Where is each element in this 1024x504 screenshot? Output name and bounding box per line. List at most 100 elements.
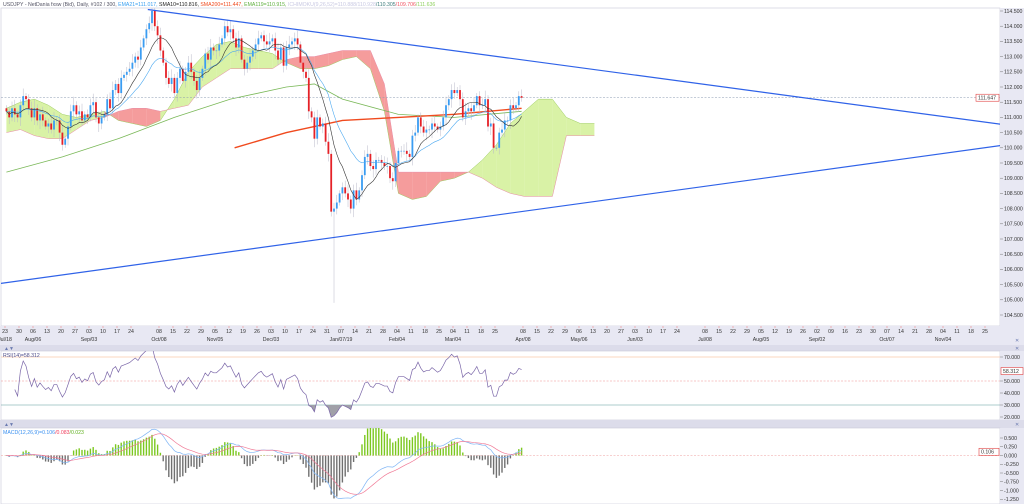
ichimoku-cloud-bearish <box>412 172 427 200</box>
candle-down <box>369 153 372 167</box>
candle-up <box>111 90 114 109</box>
ichimoku-cloud-bearish <box>342 50 357 60</box>
macd-histogram-bar-positive <box>462 452 464 456</box>
x-month-label: Jun/03 <box>627 337 643 343</box>
macd-histogram-bar-negative <box>36 455 38 458</box>
candle-down <box>520 96 523 98</box>
candle-down <box>195 80 198 91</box>
x-month-label: Sep/02 <box>809 337 826 343</box>
macd-histogram-bar-negative <box>162 455 164 462</box>
x-tick-label: 03 <box>268 329 274 335</box>
candle-down <box>265 41 268 45</box>
candle-up <box>19 105 22 118</box>
candle-down <box>433 123 436 127</box>
x-tick-label: 29 <box>198 329 204 335</box>
candle-down <box>167 77 170 84</box>
candle-down <box>324 123 327 142</box>
candle-up <box>120 77 123 94</box>
candle-up <box>293 38 296 42</box>
candle-down <box>207 53 209 60</box>
price-axis[interactable] <box>1000 8 1024 326</box>
macd-axis-labels: 0.500 0.250 0.000 -0.250 -0.500 -0.750 -1.000 -… <box>1000 436 1019 503</box>
candle-down <box>13 108 16 115</box>
candle-down <box>232 29 235 39</box>
candle-up <box>431 123 433 130</box>
time-axis[interactable] <box>0 326 1024 345</box>
macd-histogram-bar-positive <box>448 443 450 456</box>
candle-up <box>400 150 403 152</box>
ichimoku-legend-c: /109.706 <box>396 2 416 8</box>
macd-histogram-bar-positive <box>235 450 237 456</box>
candle-up <box>316 117 319 139</box>
ichimoku-cloud-bullish <box>216 41 231 78</box>
y-tick-label: 110.500 <box>1004 130 1022 136</box>
x-tick-label: 30 <box>16 329 22 335</box>
candle-down <box>282 47 285 66</box>
macd-histogram-bar-positive <box>406 437 408 456</box>
scroll-arrows-icon[interactable]: ▲▼ <box>4 422 14 428</box>
macd-histogram-bar-positive <box>137 441 139 456</box>
x-tick-label: 13 <box>590 329 596 335</box>
macd-histogram-bar-negative <box>492 455 495 475</box>
x-tick-label: 17 <box>660 329 666 335</box>
macd-histogram-bar-positive <box>366 428 369 456</box>
x-month-label: Sep/03 <box>81 337 98 343</box>
macd-tick-label: 0.000 <box>1004 453 1017 459</box>
macd-legend-signal: /0.083 <box>55 430 70 436</box>
x-month-label: Jul/08 <box>698 337 712 343</box>
candle-up <box>394 163 397 182</box>
sma10-line <box>6 37 522 200</box>
macd-histogram-bar-positive <box>403 436 405 456</box>
close-pane-icon[interactable]: ✕ <box>1015 346 1019 352</box>
macd-histogram-bar-positive <box>442 448 444 456</box>
candle-up <box>473 105 475 112</box>
x-tick-label: 05 <box>212 329 218 335</box>
macd-histogram-bar-positive <box>263 454 265 456</box>
candle-up <box>352 190 355 209</box>
x-tick-label: 27 <box>618 329 624 335</box>
candle-up <box>92 102 95 106</box>
macd-histogram-bar-negative <box>165 455 167 471</box>
candle-up <box>103 114 106 118</box>
macd-histogram-bar-negative <box>498 455 500 476</box>
close-pane-icon[interactable]: ✕ <box>1015 338 1019 344</box>
macd-histogram-bar-positive <box>383 431 386 456</box>
close-pane-icon[interactable]: ✕ <box>1015 422 1019 428</box>
macd-plot <box>1 428 1000 500</box>
macd-histogram-bar-positive <box>520 447 523 456</box>
ichimoku-cloud-bearish <box>370 50 385 112</box>
rsi-axis[interactable] <box>1000 351 1024 420</box>
macd-histogram-bar-positive <box>75 449 78 456</box>
macd-histogram-bar-negative <box>53 455 55 462</box>
x-month-label: Mar/04 <box>445 337 461 343</box>
x-tick-label: 21 <box>912 329 918 335</box>
macd-histogram-bar-positive <box>378 428 380 456</box>
rsi-pane-bar <box>0 345 1024 351</box>
candle-down <box>305 71 307 78</box>
candle-up <box>139 47 142 60</box>
candle-up <box>33 108 36 118</box>
macd-pane[interactable] <box>0 427 1001 504</box>
candle-down <box>50 123 53 130</box>
candle-down <box>190 62 193 72</box>
candle-up <box>439 126 442 130</box>
macd-histogram-bar-negative <box>308 455 310 477</box>
scroll-arrows-icon[interactable]: ▲▼ <box>4 346 14 352</box>
lower-trendline <box>1 145 1000 284</box>
macd-histogram-bar-negative <box>352 455 355 462</box>
macd-histogram-bar-negative <box>487 455 489 466</box>
macd-histogram-bar-positive <box>22 451 24 456</box>
macd-histogram-bar-positive <box>358 452 360 456</box>
macd-histogram-bar-negative <box>277 455 279 462</box>
x-tick-label: 25 <box>982 329 988 335</box>
candle-up <box>123 74 125 78</box>
rsi-pane[interactable] <box>0 350 1001 421</box>
macd-histogram-bar-positive <box>126 440 128 456</box>
x-tick-label: 15 <box>716 329 722 335</box>
ichimoku-cloud-bullish <box>482 144 497 188</box>
macd-axis[interactable] <box>1000 428 1024 504</box>
candle-up <box>509 105 512 121</box>
candle-up <box>100 117 103 124</box>
macd-histogram-bar-positive <box>148 436 150 456</box>
